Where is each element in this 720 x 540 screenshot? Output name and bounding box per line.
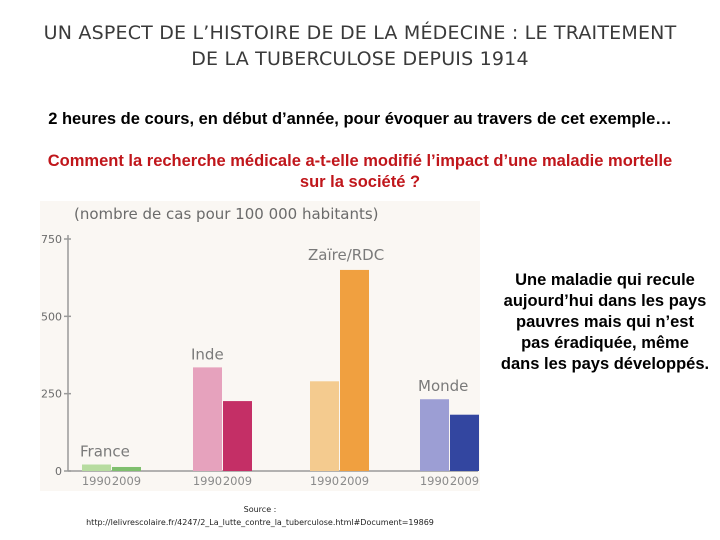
research-question-line-1: Comment la recherche médicale a-t-elle m… [47, 152, 673, 170]
bar-france-2009 [112, 466, 141, 471]
x-tick-label-year: 2009 [223, 474, 252, 488]
y-tick-label: 500 [41, 310, 62, 323]
research-question-line-2: sur la société ? [299, 173, 421, 191]
chart-title: (nombre de cas pour 100 000 habitants) [74, 205, 379, 223]
bar-zarerdc-1990 [310, 381, 339, 471]
bar-monde-1990 [420, 399, 449, 471]
source-label: Source : [243, 505, 277, 514]
y-tick-label: 250 [41, 388, 62, 401]
research-question: Comment la recherche médicale a-t-elle m… [0, 151, 720, 193]
x-tick-label-year: 1990 [420, 474, 449, 488]
x-tick-label-year: 1990 [82, 474, 111, 488]
group-label-france: France [80, 443, 130, 461]
x-tick-label-year: 1990 [193, 474, 222, 488]
bar-france-1990 [82, 464, 111, 471]
tuberculosis-chart: (nombre de cas pour 100 000 habitants) 0 2… [40, 201, 480, 491]
y-tick-label: 750 [41, 233, 62, 246]
x-tick-label-year: 2009 [450, 474, 479, 488]
slide-subtitle: 2 heures de cours, en début d’année, pou… [48, 110, 672, 128]
x-tick-label-year: 2009 [340, 474, 369, 488]
bar-monde-2009 [450, 414, 479, 471]
group-label-inde: Inde [191, 345, 224, 363]
side-note: Une maladie qui recule aujourd’hui dans … [500, 271, 710, 373]
y-tick-label: 0 [55, 465, 62, 478]
source-citation: Source : http://lelivrescolaire.fr/4247/… [40, 503, 480, 529]
source-url: http://lelivrescolaire.fr/4247/2_La_lutt… [86, 518, 434, 527]
bar-inde-2009 [223, 401, 252, 471]
chart-svg: (nombre de cas pour 100 000 habitants) 0 2… [41, 205, 479, 488]
slide-title-line-1: UN ASPECT DE L’HISTOIRE DE DE LA MÉDECIN… [43, 22, 677, 44]
x-tick-label-year: 2009 [112, 474, 141, 488]
group-label-zarerdc: Zaïre/RDC [308, 246, 384, 264]
slide-title-line-2: DE LA TUBERCULOSE DEPUIS 1914 [191, 48, 529, 70]
slide-title: UN ASPECT DE L’HISTOIRE DE DE LA MÉDECIN… [10, 20, 710, 72]
x-tick-label-year: 1990 [310, 474, 339, 488]
group-label-monde: Monde [418, 377, 468, 395]
bar-zarerdc-2009 [340, 269, 369, 471]
bar-inde-1990 [193, 367, 222, 471]
